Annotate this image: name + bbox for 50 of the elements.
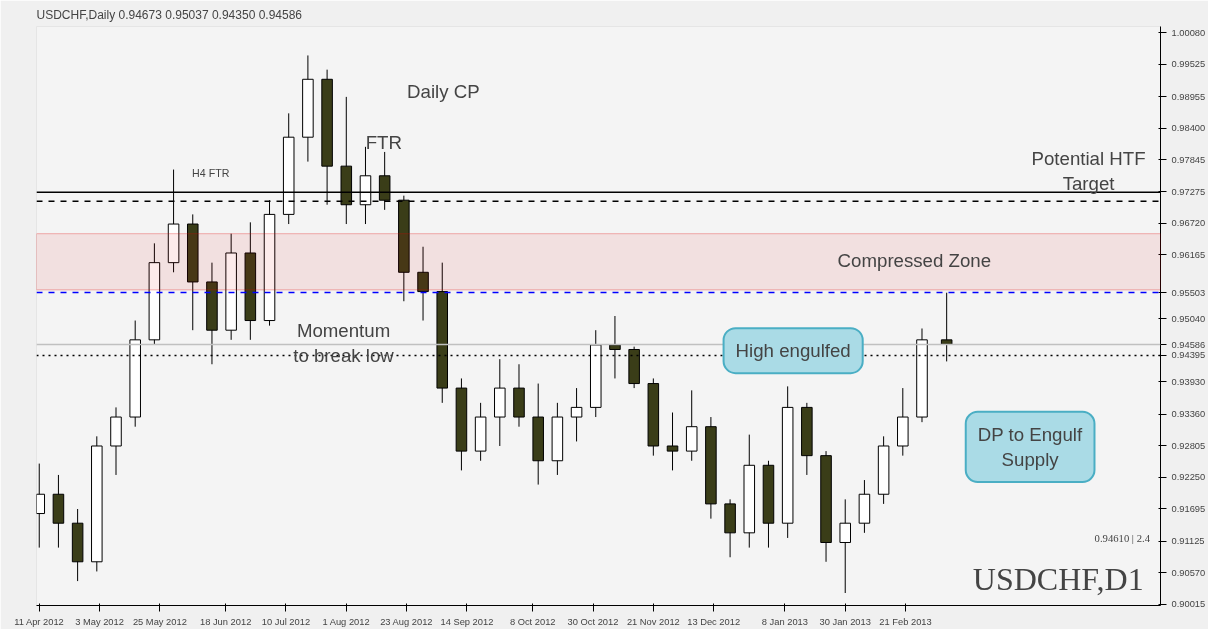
x-tick-label: 3 May 2012 [75,616,124,627]
x-tick-label: 21 Nov 2012 [626,616,680,627]
x-tick-label: 10 Jul 2012 [261,616,311,627]
y-tick-label: 0.98400 [1171,123,1206,134]
x-tick-label: 8 Jan 2013 [761,616,809,627]
y-tick-label: 0.96720 [1171,218,1206,229]
x-tick-label: 13 Dec 2012 [687,616,741,627]
annotation: DP to Engulf Supply [977,423,1083,470]
annotation: H4 FTR [192,166,230,179]
y-tick-label: 1.00080 [1171,27,1206,38]
y-tick-label: 0.90015 [1171,599,1206,610]
annotation: Potential HTF Target [1031,147,1146,194]
candlestick [839,498,852,594]
y-tick-label: 0.93360 [1171,409,1206,420]
annotation: Momentum to break low [293,319,395,366]
y-tick-label: 0.92805 [1171,440,1206,451]
annotation: Daily CP [407,81,480,103]
x-tick-label: 30 Oct 2012 [567,616,619,627]
ref-line-label: 0.94586 [1171,339,1206,350]
candlestick [570,387,583,442]
x-tick-label: 8 Oct 2012 [509,616,556,627]
ref-line-label: 0.94395 [1171,350,1206,361]
y-tick-label: 0.99525 [1171,59,1206,70]
x-tick-label: 21 Feb 2013 [879,616,932,627]
annotation: Compressed Zone [837,249,992,271]
x-tick-label: 11 Apr 2012 [14,616,64,627]
chart-title: USDCHF,Daily 0.94673 0.95037 0.94350 0.94586 [36,7,303,22]
y-tick-label: 0.90570 [1171,567,1206,578]
ref-line-label: 0.95503 [1171,287,1206,298]
x-tick-label: 30 Jan 2013 [819,616,871,627]
y-tick-label: 0.97845 [1171,154,1206,165]
y-tick-label: 0.95040 [1171,313,1206,324]
x-tick-label: 1 Aug 2012 [322,616,370,627]
y-tick-label: 0.98955 [1171,91,1206,102]
annotation: FTR [365,132,402,154]
annotation: 0.94610 | 2.4 [1094,532,1151,544]
annotation: USDCHF,D1 [972,561,1144,598]
y-tick-label: 0.93930 [1171,376,1206,387]
candlestick [417,246,429,322]
x-tick-label: 14 Sep 2012 [440,616,494,627]
candlestick [666,412,679,471]
x-tick-label: 25 May 2012 [132,616,187,627]
x-tick-label: 23 Aug 2012 [380,616,433,627]
y-tick-label: 0.96165 [1171,249,1206,260]
y-tick-label: 0.91125 [1171,536,1205,547]
y-tick-label: 0.97275 [1171,186,1206,197]
y-tick-label: 0.91695 [1171,503,1206,514]
y-tick-label: 0.92250 [1171,472,1206,483]
x-tick-label: 18 Jun 2012 [199,616,252,627]
annotation: High engulfed [735,340,851,362]
